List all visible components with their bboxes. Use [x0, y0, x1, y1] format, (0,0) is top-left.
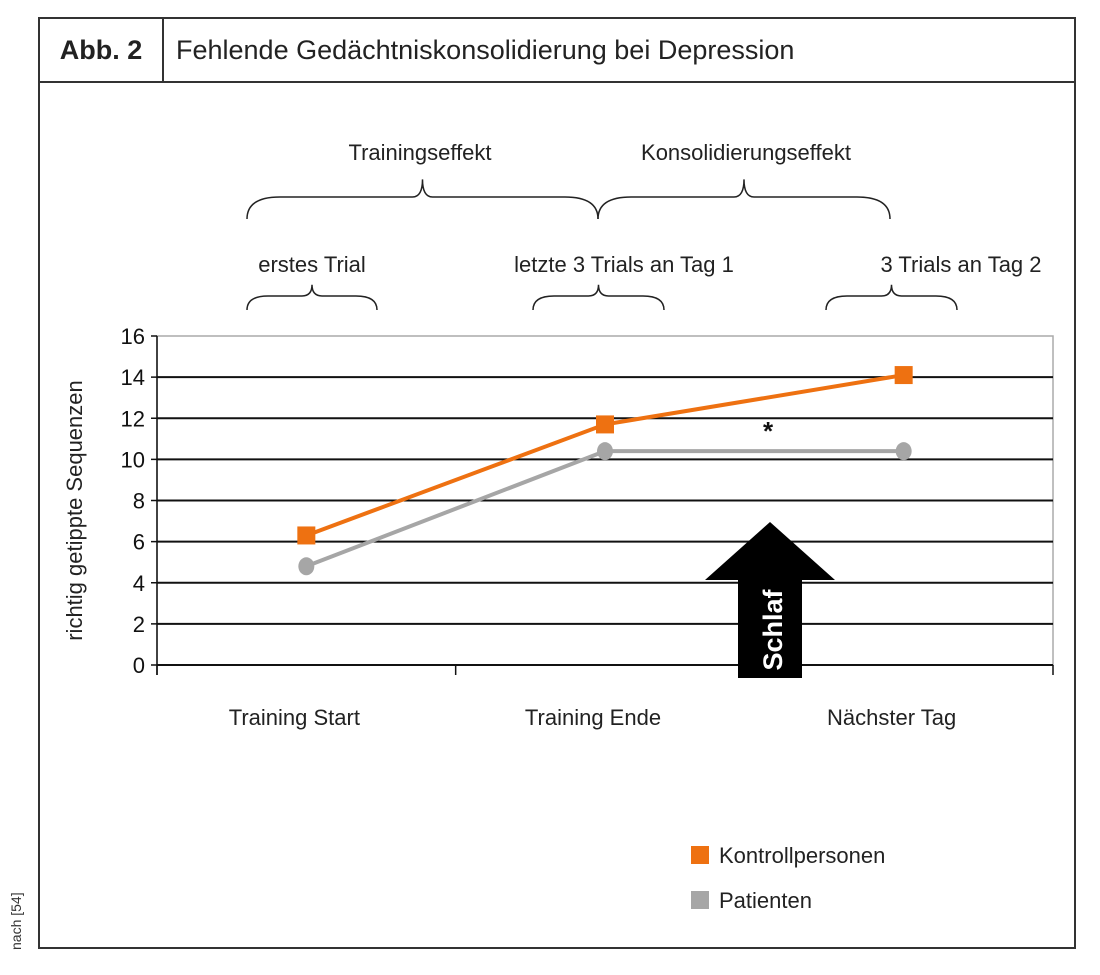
y-axis-label: richtig getippte Sequenzen [62, 380, 87, 641]
phase-label: 3 Trials an Tag 2 [880, 252, 1041, 277]
data-point [298, 557, 315, 576]
effect-label: Konsolidierungseffekt [641, 140, 851, 165]
x-tick-label: Training Ende [525, 705, 661, 730]
legend-swatch [691, 846, 709, 864]
y-tick-label: 2 [133, 612, 145, 637]
figure-number: Abb. 2 [40, 19, 164, 81]
y-tick-label: 4 [133, 571, 145, 596]
y-tick-label: 12 [121, 406, 145, 431]
brace-phase [532, 284, 665, 311]
y-tick-label: 0 [133, 653, 145, 678]
legend-label: Patienten [719, 888, 812, 913]
figure-frame: Abb. 2 Fehlende Gedächtniskonsolidierung… [38, 17, 1076, 949]
sleep-arrow-label: Schlaf [758, 588, 788, 670]
effect-label: Trainingseffekt [348, 140, 491, 165]
brace-phase [246, 284, 378, 311]
sleep-arrow [705, 522, 835, 678]
data-point [596, 415, 614, 434]
y-tick-label: 10 [121, 447, 145, 472]
data-point [894, 366, 913, 385]
brace-trainingseffekt [246, 179, 599, 220]
series-line-patienten [305, 449, 904, 569]
phase-label: erstes Trial [258, 252, 366, 277]
x-tick-label: Nächster Tag [827, 705, 956, 730]
y-tick-label: 14 [121, 365, 145, 390]
figure-title: Fehlende Gedächtniskonsolidierung bei De… [176, 34, 795, 65]
y-tick-label: 16 [121, 324, 145, 349]
significance-marker: * [763, 416, 774, 446]
data-point [895, 442, 912, 461]
brace-konsolidierungseffekt [597, 179, 891, 220]
data-point [297, 526, 316, 545]
legend-swatch [691, 891, 709, 909]
x-tick-label: Training Start [229, 705, 360, 730]
phase-label: letzte 3 Trials an Tag 1 [514, 252, 734, 277]
legend-label: Kontrollpersonen [719, 843, 885, 868]
data-point [597, 442, 613, 461]
figure-header: Abb. 2 Fehlende Gedächtniskonsolidierung… [40, 19, 1074, 83]
y-tick-label: 6 [133, 530, 145, 555]
brace-phase [825, 284, 958, 311]
y-tick-label: 8 [133, 489, 145, 514]
